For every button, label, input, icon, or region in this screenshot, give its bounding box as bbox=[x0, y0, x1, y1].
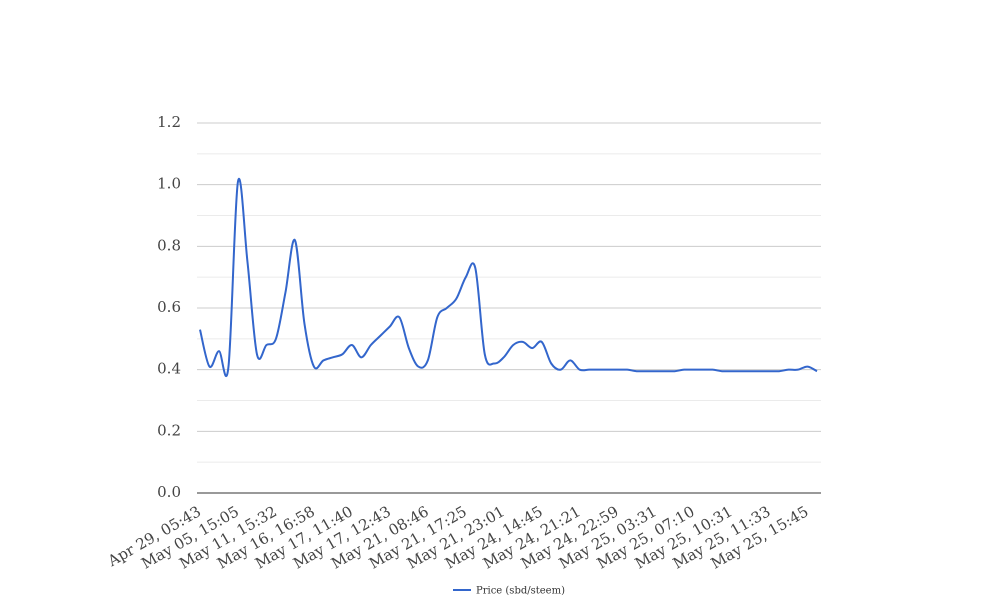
y-tick-label: 0.6 bbox=[157, 298, 181, 316]
y-tick-label: 0.4 bbox=[157, 360, 181, 378]
y-tick-label: 0.8 bbox=[157, 236, 181, 254]
y-tick-label: 0.2 bbox=[157, 421, 181, 439]
y-tick-label: 1.0 bbox=[157, 175, 181, 193]
y-tick-label: 0.0 bbox=[157, 483, 181, 501]
price-line bbox=[199, 177, 818, 378]
legend-label: Price (sbd/steem) bbox=[476, 586, 565, 597]
y-tick-label: 1.2 bbox=[157, 113, 181, 131]
